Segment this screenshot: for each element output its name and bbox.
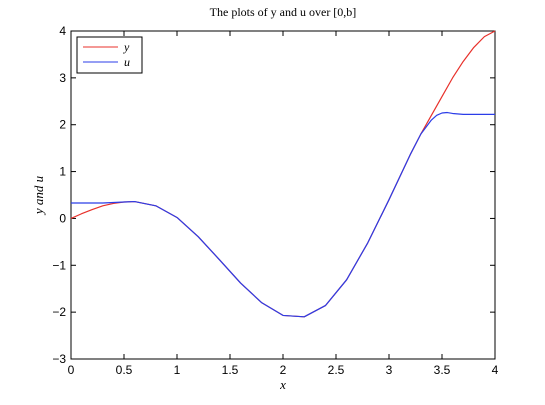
x-tick-label: 3.5 [434, 363, 451, 377]
x-tick-label: 2.5 [328, 363, 345, 377]
y-tick-label: 3 [59, 71, 66, 85]
y-tick-label: 4 [59, 24, 66, 38]
series-line-u [71, 111, 495, 318]
y-tick-label: −3 [52, 352, 66, 366]
x-tick-label: 0 [68, 363, 75, 377]
legend-box [76, 36, 143, 74]
plot-area [70, 30, 496, 360]
legend-label-y: y [123, 40, 130, 54]
y-axis-label: y and u [31, 175, 46, 216]
y-tick-label: 0 [59, 211, 66, 225]
x-tick-label: 3 [386, 363, 393, 377]
x-axis-ticks: 0 0.5 1 1.5 2 2.5 3 3.5 4 [68, 31, 499, 377]
x-tick-label: 4 [492, 363, 499, 377]
x-tick-label: 0.5 [116, 363, 133, 377]
y-axis-ticks: −3 −2 −1 0 1 2 3 4 [52, 24, 495, 366]
y-tick-label: −2 [52, 305, 66, 319]
series-layer [70, 30, 496, 318]
x-tick-label: 2 [280, 363, 287, 377]
legend-label-u: u [124, 55, 130, 69]
y-tick-label: 2 [59, 118, 66, 132]
x-axis-label: x [279, 377, 286, 392]
x-tick-label: 1 [174, 363, 181, 377]
y-tick-label: 1 [59, 165, 66, 179]
y-tick-label: −1 [52, 258, 66, 272]
x-tick-label: 1.5 [222, 363, 239, 377]
legend: y u [76, 36, 143, 74]
chart-title: The plots of y and u over [0,b] [210, 5, 357, 19]
